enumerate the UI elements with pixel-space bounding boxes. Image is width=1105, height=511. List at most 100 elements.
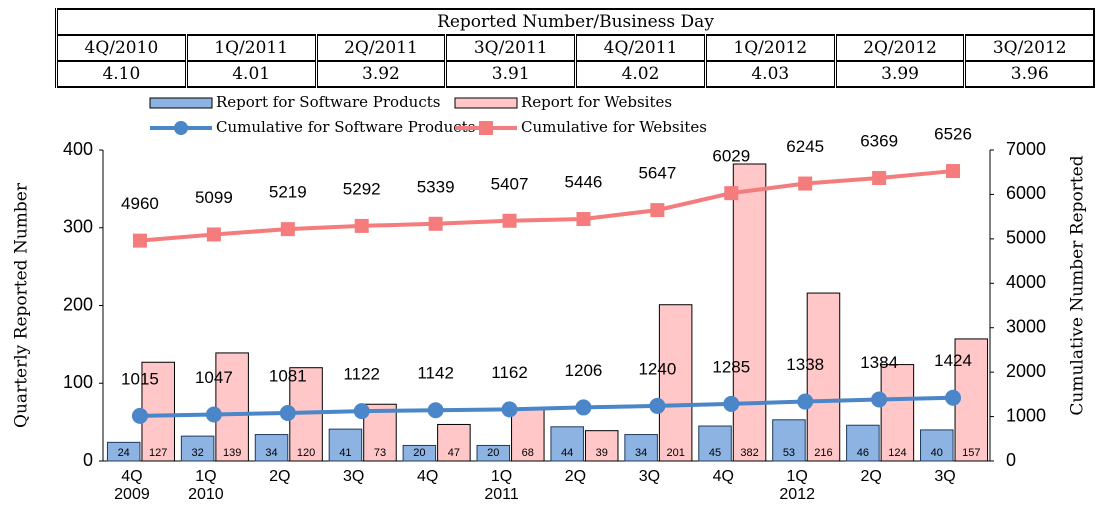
bar-label: 139	[223, 447, 241, 459]
bar	[584, 430, 619, 462]
marker	[650, 203, 665, 218]
y-tick-label: 0	[83, 450, 93, 470]
bar	[254, 434, 289, 462]
point-label: 5219	[269, 183, 307, 202]
table-value: 3.92	[314, 60, 447, 88]
marker	[354, 218, 369, 233]
legend-marker	[174, 121, 188, 135]
marker	[946, 164, 961, 179]
bar	[624, 434, 658, 462]
marker	[797, 393, 814, 410]
point-label: 6526	[934, 125, 972, 144]
legend-label: Report for Websites	[521, 93, 672, 111]
x-tick-label: 1Q 2010	[188, 468, 224, 503]
x-tick-label: 1Q 2012	[779, 468, 815, 503]
y2-tick-label: 2000	[1006, 361, 1046, 381]
marker	[427, 402, 444, 419]
bar	[180, 435, 215, 462]
bar	[920, 429, 954, 462]
table-header: 2Q/2011	[314, 34, 447, 62]
bar-label: 46	[857, 447, 869, 459]
table-value: 3.99	[833, 60, 966, 88]
marker	[798, 176, 813, 191]
point-label: 1122	[343, 365, 380, 384]
marker	[280, 222, 295, 237]
table-header: 4Q/2010	[55, 34, 188, 62]
table-value: 4.01	[184, 60, 318, 88]
x-tick-label: 2Q	[565, 468, 586, 485]
legend-label: Cumulative for Websites	[521, 118, 707, 136]
x-tick-label: 2Q	[269, 468, 290, 485]
bar-label: 44	[561, 447, 573, 459]
marker	[945, 389, 962, 406]
y-tick-label: 100	[63, 372, 93, 392]
bar	[437, 423, 471, 462]
y2-tick-label: 3000	[1006, 316, 1046, 336]
line	[139, 395, 954, 418]
bar-label: 34	[635, 447, 647, 459]
bar	[215, 352, 249, 462]
marker	[872, 171, 887, 186]
table-header: 2Q/2012	[833, 34, 966, 62]
header-row: 4Q/2010 1Q/2011 2Q/2011 3Q/2011 4Q/2011 1Q/20…	[55, 34, 1096, 62]
point-label: 5407	[491, 174, 529, 193]
bar	[511, 407, 545, 462]
rate-table: Reported Number/Business Day 4Q/2010 1Q/2…	[55, 8, 1096, 88]
bar	[402, 444, 437, 462]
point-label: 5446	[565, 173, 603, 192]
bar	[328, 428, 363, 462]
bar-label: 20	[487, 447, 499, 459]
marker	[131, 407, 148, 424]
y2-tick-label: 0	[1006, 450, 1016, 470]
y-axis-label: Quarterly Reported Number	[12, 182, 32, 428]
x-tick-label: 4Q	[713, 468, 734, 485]
table-header: 1Q/2011	[184, 34, 318, 62]
table-title: Reported Number/Business Day	[55, 8, 1095, 36]
bar	[550, 426, 584, 462]
x-tick-label: 4Q 2009	[114, 468, 150, 503]
marker	[353, 403, 370, 420]
x-tick-label: 4Q	[417, 468, 438, 485]
bar	[846, 424, 880, 462]
bar-label: 382	[740, 447, 758, 459]
y-tick-label: 300	[63, 217, 93, 237]
point-label: 1285	[712, 357, 750, 376]
bar-label: 120	[297, 447, 315, 459]
line	[139, 169, 954, 243]
point-label: 1240	[638, 359, 676, 378]
marker	[576, 212, 591, 227]
bar-label: 68	[522, 447, 534, 459]
marker	[649, 397, 666, 414]
bar-label: 39	[596, 447, 608, 459]
bar-label: 32	[191, 447, 203, 459]
bar-label: 157	[962, 447, 980, 459]
bar-label: 127	[149, 447, 167, 459]
y2-tick-label: 6000	[1006, 183, 1046, 203]
bar-label: 45	[709, 447, 721, 459]
marker	[575, 399, 592, 416]
table-header: 3Q/2012	[963, 34, 1096, 62]
point-label: 1162	[491, 363, 528, 382]
bar-label: 41	[339, 447, 351, 459]
x-tick-label: 2Q	[860, 468, 881, 485]
bar-label: 73	[374, 447, 386, 459]
legend-marker	[479, 121, 493, 135]
bar	[106, 441, 141, 462]
legend-label: Cumulative for Software Products	[216, 118, 475, 136]
bar	[772, 419, 806, 462]
table-value: 3.91	[444, 60, 577, 88]
point-label: 4960	[121, 194, 159, 213]
point-label: 1206	[565, 361, 603, 380]
y2-axis-label: Cumulative Number Reported	[1068, 155, 1088, 415]
point-label: 1142	[417, 364, 454, 383]
bar	[806, 292, 841, 462]
bar-label: 47	[448, 447, 460, 459]
point-label: 5339	[417, 177, 455, 196]
x-tick-label: 3Q	[934, 468, 955, 485]
table-value: 4.03	[703, 60, 837, 88]
bar-label: 40	[931, 447, 943, 459]
bar	[658, 304, 693, 462]
y-tick-label: 400	[63, 139, 93, 159]
